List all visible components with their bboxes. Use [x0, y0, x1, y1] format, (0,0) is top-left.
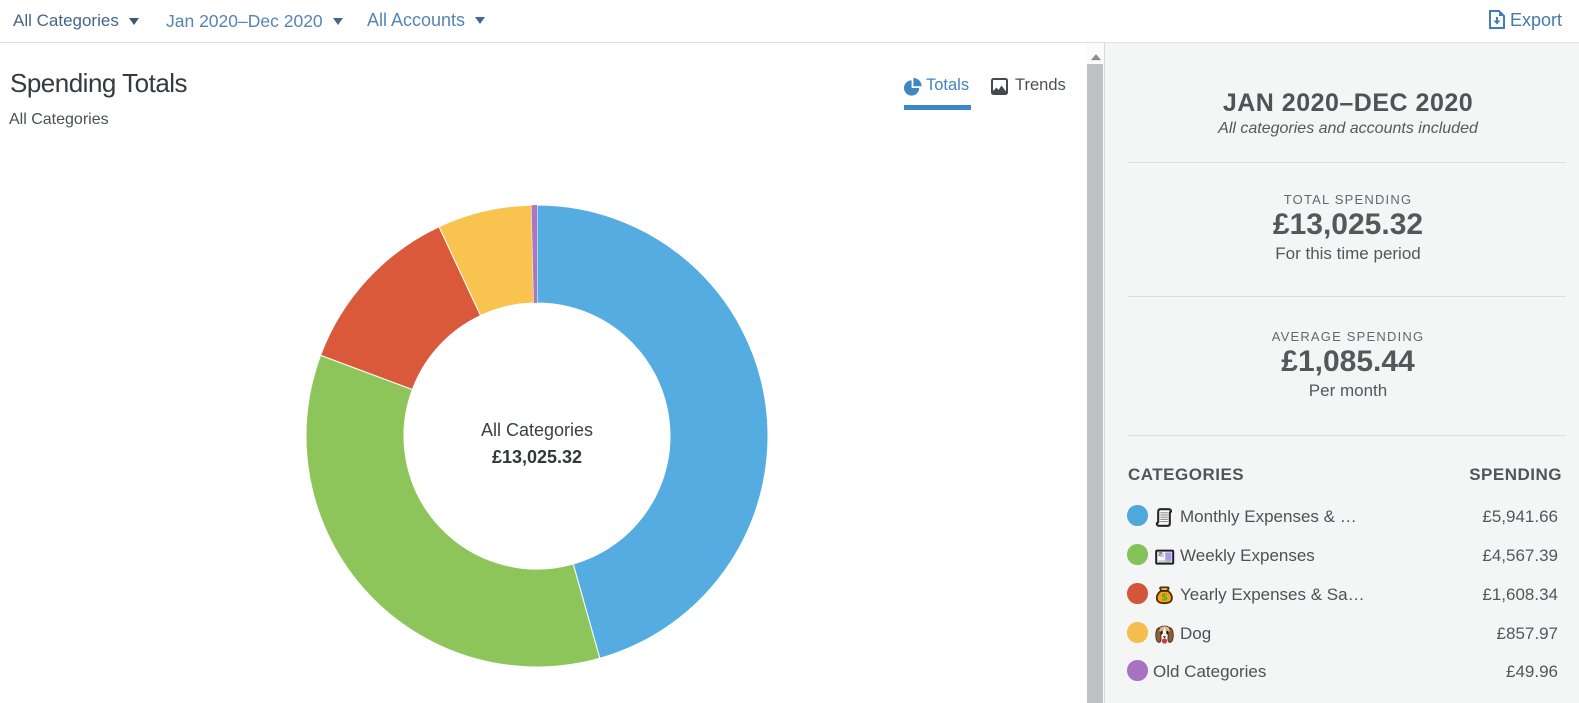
svg-text:$: $ — [1161, 591, 1167, 603]
